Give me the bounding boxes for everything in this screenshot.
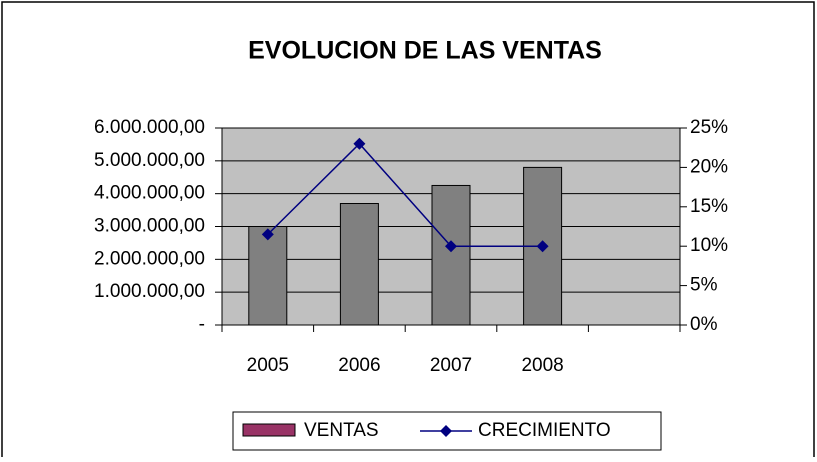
legend-label: VENTAS — [304, 420, 379, 441]
y-tick-label: 4.000.000,00 — [94, 183, 205, 204]
y2-tick-label: 5% — [690, 275, 718, 296]
growth-marker — [261, 228, 274, 241]
growth-line — [267, 142, 543, 247]
y-tick-label: 2.000.000,00 — [94, 248, 205, 269]
y-tick-label: 6.000.000,00 — [94, 117, 205, 138]
legend-swatch — [242, 423, 296, 437]
growth-marker — [536, 240, 549, 253]
y-tick-label: - — [199, 314, 205, 335]
chart-title: EVOLUCION DE LAS VENTAS — [248, 37, 602, 65]
y2-tick-label: 25% — [690, 117, 728, 138]
y-tick-label: 1.000.000,00 — [94, 281, 205, 302]
bar — [248, 226, 288, 326]
bar — [431, 184, 471, 326]
x-tick-label: 2007 — [430, 355, 472, 376]
growth-marker — [353, 137, 366, 150]
x-tick-label: 2005 — [247, 355, 289, 376]
y2-tick-label: 20% — [690, 156, 728, 177]
x-tick-label: 2008 — [521, 355, 563, 376]
y2-tick-label: 0% — [690, 314, 718, 335]
y2-tick-label: 10% — [690, 235, 728, 256]
y2-tick-label: 15% — [690, 196, 728, 217]
legend-label: CRECIMIENTO — [478, 420, 611, 441]
x-tick-label: 2006 — [338, 355, 380, 376]
y-tick-label: 3.000.000,00 — [94, 216, 205, 237]
bar — [339, 203, 379, 326]
y-tick-label: 5.000.000,00 — [94, 150, 205, 171]
legend-marker — [440, 425, 452, 437]
growth-marker — [445, 240, 457, 253]
